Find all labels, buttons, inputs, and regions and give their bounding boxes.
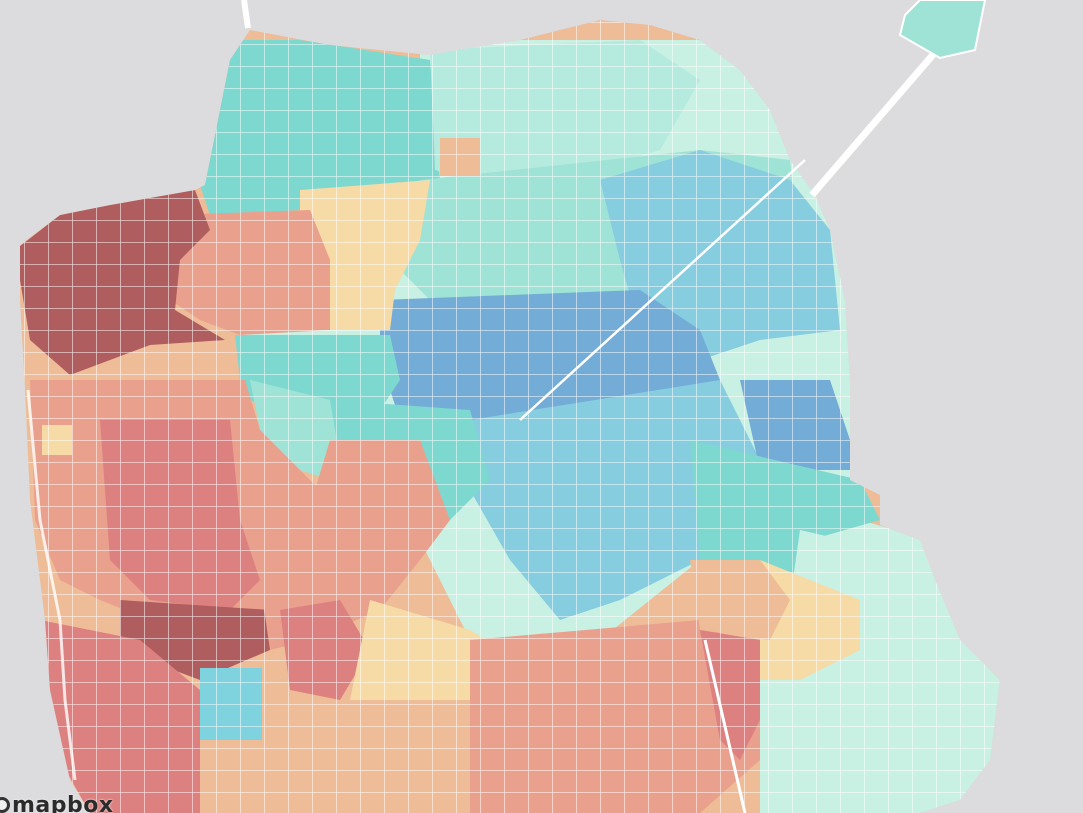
mapbox-logo-icon: [0, 797, 10, 813]
mapbox-logo[interactable]: mapbox: [0, 792, 114, 813]
treasure-island: [898, 0, 987, 60]
coastline-west: [26, 389, 77, 781]
southern-freeway: [703, 639, 747, 813]
diagonal-market-street: [519, 159, 806, 421]
golden-gate-bridge-road: [241, 0, 251, 29]
mapbox-logo-text: mapbox: [12, 792, 114, 813]
bay-bridge-road: [809, 32, 953, 198]
